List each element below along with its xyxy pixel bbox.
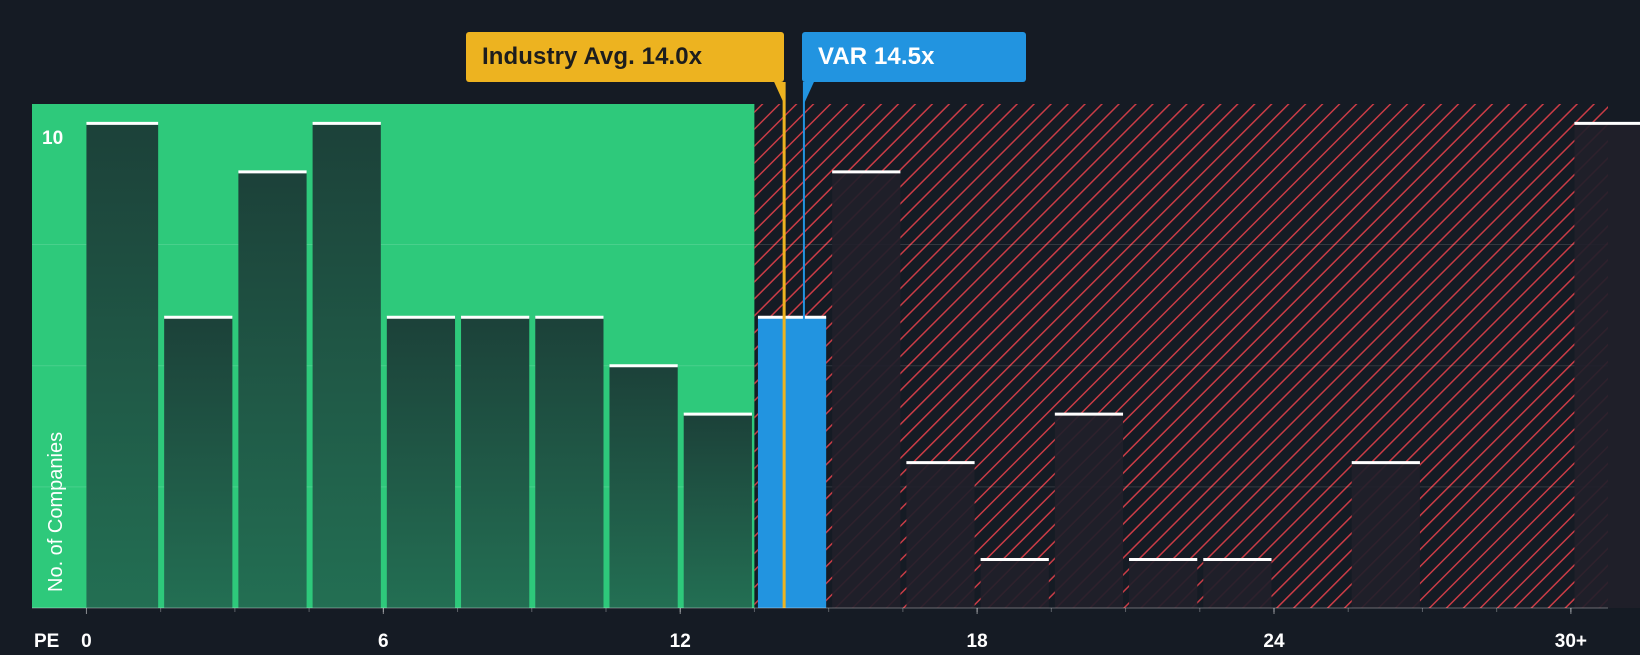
industry-average-callout: Industry Avg. 14.0x	[466, 32, 784, 82]
histogram-bar	[980, 559, 1049, 608]
histogram-bar	[461, 317, 530, 608]
y-tick-label: 10	[42, 128, 63, 149]
histogram-bar	[906, 462, 975, 608]
histogram-bar	[609, 365, 678, 608]
industry-average-label: Industry Avg. 14.0x	[482, 43, 703, 70]
x-tick-label: 24	[1263, 631, 1285, 650]
x-tick-label: 12	[670, 631, 691, 650]
x-tick-label: 0	[81, 631, 92, 650]
x-tick-label: 6	[378, 631, 389, 650]
histogram-bar	[164, 317, 233, 608]
histogram-bar	[86, 123, 159, 608]
company-callout: VAR 14.5x	[802, 32, 1026, 82]
x-axis-label: PE	[34, 631, 59, 650]
histogram-bar	[1129, 559, 1198, 608]
y-axis-label: No. of Companies	[45, 432, 67, 592]
histogram-bar	[1574, 123, 1640, 608]
industry-average-pointer	[774, 82, 785, 104]
histogram-bar	[683, 414, 752, 608]
histogram-bar	[832, 171, 901, 608]
histogram-bar	[1351, 462, 1420, 608]
histogram-bar	[535, 317, 604, 608]
company-pointer	[803, 82, 814, 104]
histogram-bar	[312, 123, 381, 608]
company-label: VAR 14.5x	[818, 43, 935, 70]
histogram-bar	[238, 171, 307, 608]
histogram-bar	[757, 317, 827, 608]
histogram-bar	[386, 317, 456, 608]
histogram-bar	[1203, 559, 1272, 608]
x-tick-label: 30+	[1555, 631, 1587, 650]
histogram-bar	[1054, 414, 1124, 608]
x-tick-label: 18	[967, 631, 988, 650]
